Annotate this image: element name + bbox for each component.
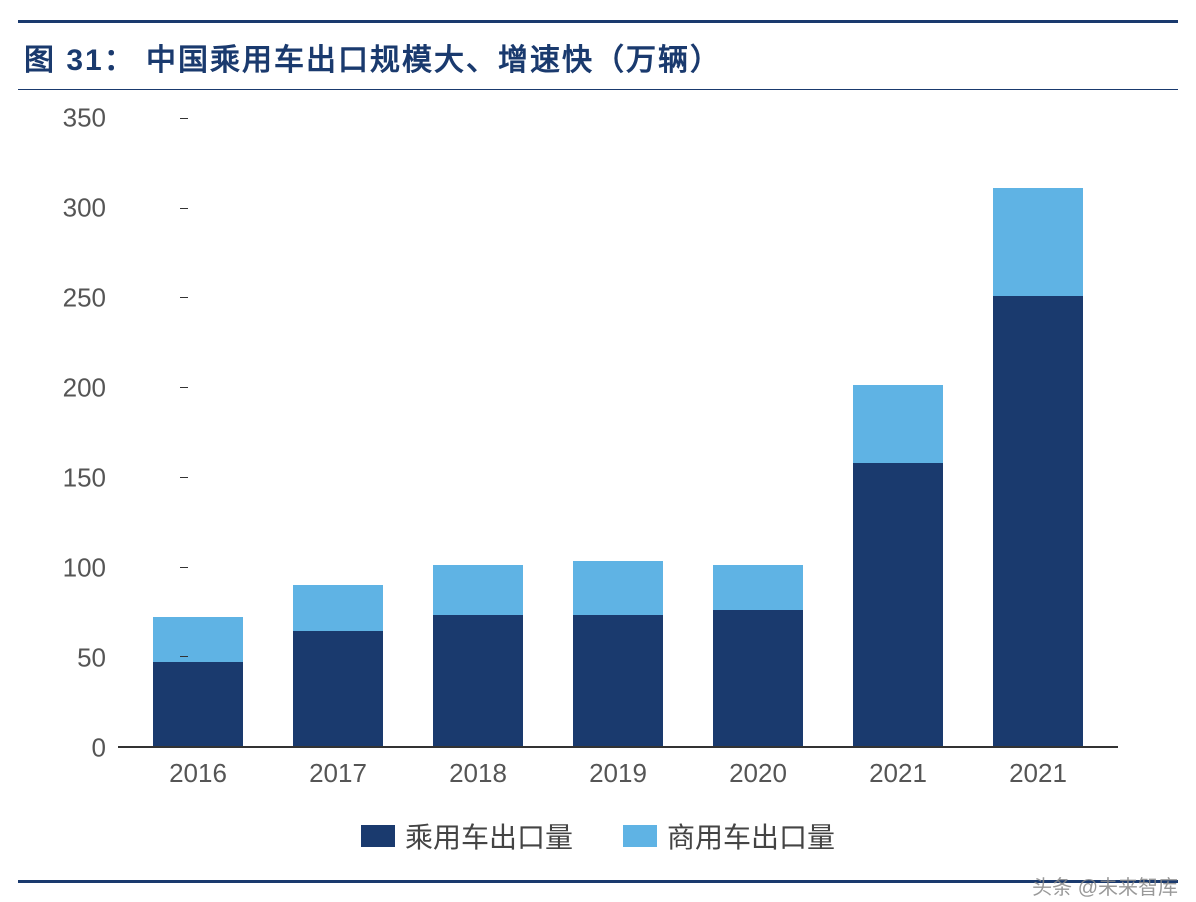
bar-segment-commercial [853, 385, 943, 462]
bar-segment-passenger [433, 615, 523, 746]
y-tick-label: 350 [63, 103, 106, 134]
legend-label: 乘用车出口量 [405, 816, 573, 856]
x-tick-label: 2018 [433, 748, 523, 798]
bar-group [293, 118, 383, 746]
y-tick-label: 0 [92, 733, 106, 764]
y-tick [180, 118, 188, 119]
figure-container: 图 31： 中国乘用车出口规模大、增速快（万辆） 0 50 100 150 200 250… [0, 0, 1196, 902]
bar-segment-commercial [713, 565, 803, 610]
bar-segment-commercial [993, 188, 1083, 296]
y-tick [180, 297, 188, 298]
x-tick-label: 2016 [153, 748, 243, 798]
y-tick-label: 250 [63, 283, 106, 314]
y-tick-label: 150 [63, 463, 106, 494]
x-tick-label: 2021 [993, 748, 1083, 798]
figure-header: 图 31： 中国乘用车出口规模大、增速快（万辆） [18, 20, 1178, 90]
y-tick [180, 387, 188, 388]
legend: 乘用车出口量 商用车出口量 [18, 816, 1178, 856]
plot-area [118, 118, 1118, 748]
y-tick-label: 200 [63, 373, 106, 404]
figure-title: 图 31： 中国乘用车出口规模大、增速快（万辆） [24, 35, 1178, 79]
y-tick [180, 208, 188, 209]
watermark: 头条 @未来智库 [1032, 871, 1178, 900]
bars [118, 118, 1118, 746]
bar-segment-commercial [153, 617, 243, 662]
bar-segment-passenger [713, 610, 803, 746]
bar-segment-passenger [853, 463, 943, 746]
bar-group [993, 118, 1083, 746]
bar-segment-commercial [293, 585, 383, 632]
y-tick-label: 300 [63, 193, 106, 224]
y-tick [180, 477, 188, 478]
y-axis: 050100150200250300350 [48, 118, 114, 748]
y-tick [180, 567, 188, 568]
x-tick-label: 2017 [293, 748, 383, 798]
bar-segment-passenger [293, 631, 383, 746]
bar-segment-passenger [993, 296, 1083, 746]
bar-group [853, 118, 943, 746]
x-axis: 2016 2017 2018 2019 2020 2021 2021 [118, 748, 1118, 798]
y-tick [180, 656, 188, 657]
bar-segment-commercial [573, 561, 663, 615]
bar-segment-passenger [153, 662, 243, 746]
chart: 050100150200250300350 201620172018201920… [48, 118, 1148, 798]
legend-swatch-icon [361, 825, 395, 847]
footer-divider [18, 880, 1178, 883]
legend-label: 商用车出口量 [667, 816, 835, 856]
bar-segment-passenger [573, 615, 663, 746]
y-tick [180, 746, 188, 747]
x-tick-label: 2019 [573, 748, 663, 798]
legend-swatch-icon [623, 825, 657, 847]
y-tick-label: 50 [77, 643, 106, 674]
bar-group [433, 118, 523, 746]
bar-group [153, 118, 243, 746]
x-tick-label: 2020 [713, 748, 803, 798]
bar-group [573, 118, 663, 746]
x-tick-label: 2021 [853, 748, 943, 798]
bar-segment-commercial [433, 565, 523, 615]
bar-group [713, 118, 803, 746]
legend-item: 商用车出口量 [623, 816, 835, 856]
legend-item: 乘用车出口量 [361, 816, 573, 856]
y-tick-label: 100 [63, 553, 106, 584]
